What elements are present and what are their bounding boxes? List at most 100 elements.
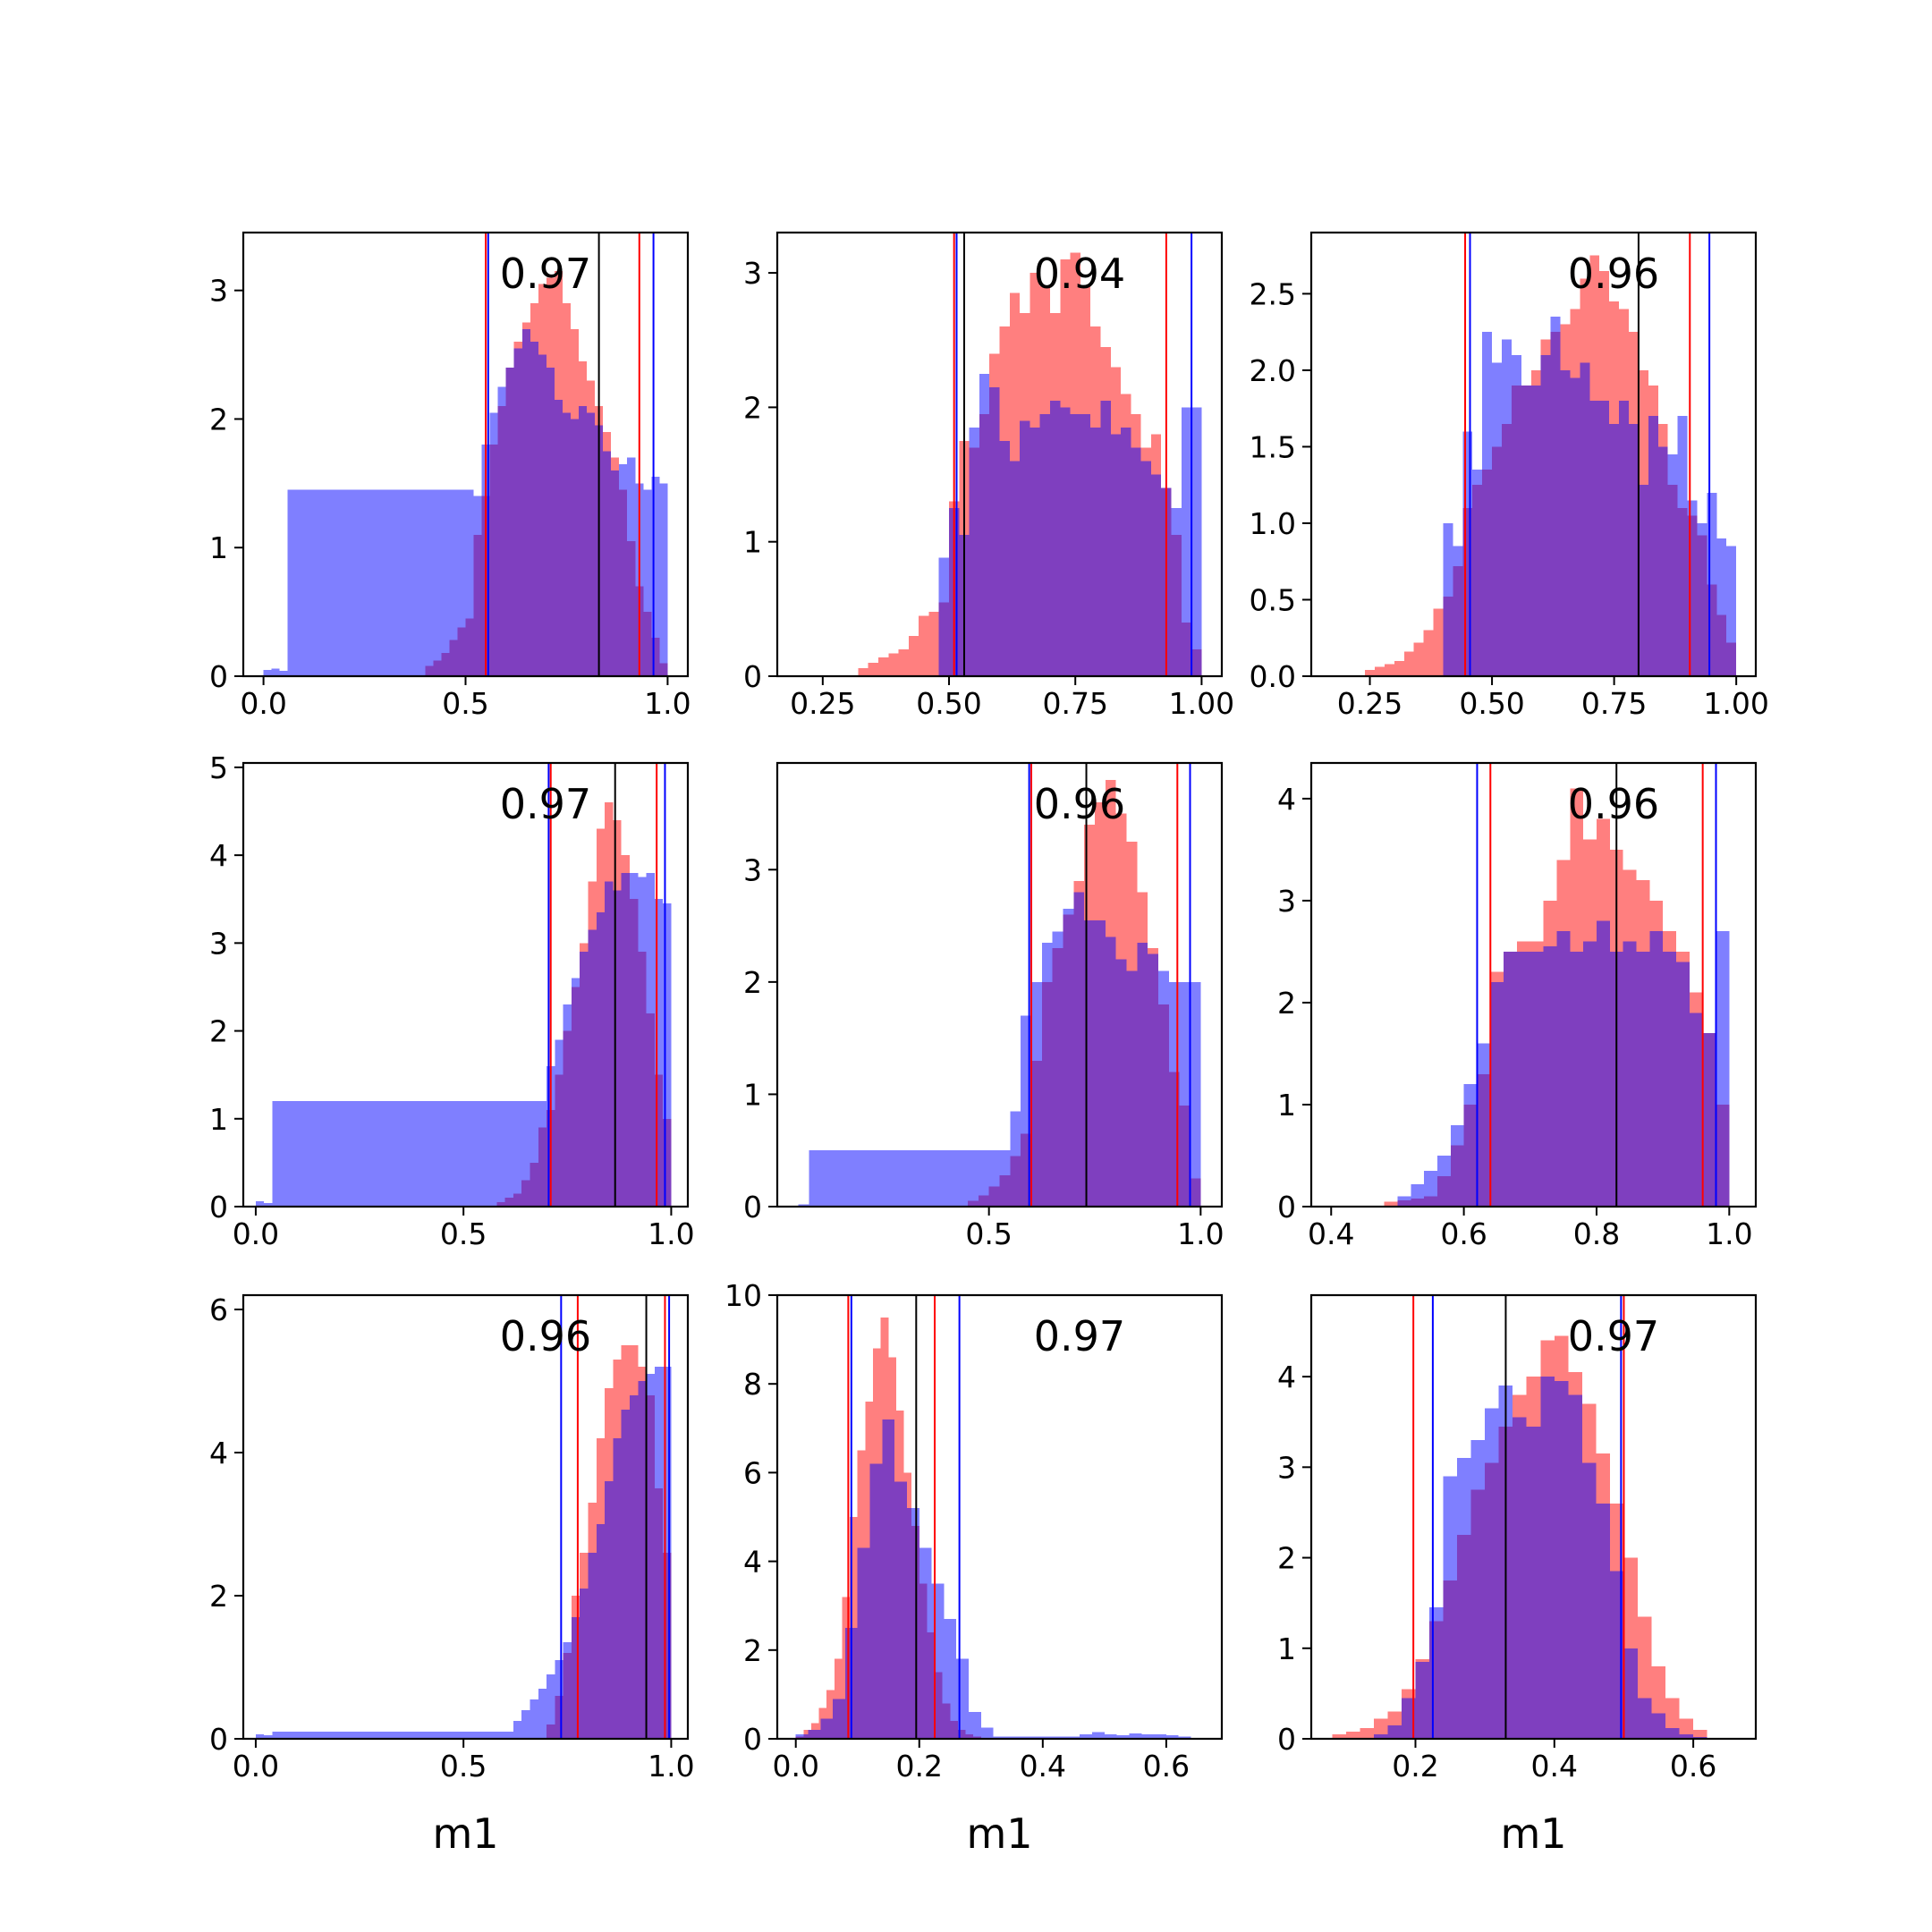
histogram-bar-blue <box>808 1730 821 1739</box>
axes-frame <box>775 761 1224 1208</box>
x-tick-label: 0.6 <box>1440 1216 1487 1251</box>
histogram-bar-blue <box>563 1004 572 1207</box>
histogram-bar-blue <box>1457 1458 1471 1739</box>
plot-area <box>255 1295 672 1739</box>
histogram-bar-red <box>826 1690 835 1739</box>
histogram-bar-blue <box>279 671 288 676</box>
histogram-bar-blue <box>1463 1084 1478 1207</box>
histogram-bar-red <box>928 611 939 676</box>
x-tick-label: 1.0 <box>644 686 691 721</box>
x-axis-label: m1 <box>432 1809 498 1858</box>
histogram-bar-blue <box>1513 1417 1527 1739</box>
histogram-bar-blue <box>588 1553 597 1739</box>
panel-row1-col2: 0.25 0.50 0.75 1.00 0 1 2 3 0.94 <box>743 231 1234 721</box>
histogram-bar-red <box>1360 1727 1374 1739</box>
y-tick-label: 0 <box>209 1190 228 1224</box>
histogram-bar-blue <box>1485 1408 1499 1739</box>
histogram-bar-red <box>1365 670 1375 676</box>
panel-row2-col2: 0.5 1.0 0 1 2 3 0.96 <box>743 761 1224 1251</box>
histogram-bar-blue <box>1689 1013 1703 1207</box>
y-tick-label: 4 <box>1277 1360 1296 1394</box>
histogram-bar-blue <box>619 463 628 676</box>
histogram-bar-blue <box>530 342 538 676</box>
axes-frame <box>242 1293 690 1741</box>
y-tick-label: 3 <box>1277 1450 1296 1485</box>
histogram-bar-blue <box>264 1735 273 1739</box>
histogram-bar-red <box>1423 630 1434 676</box>
histogram-bar-blue <box>1599 401 1610 676</box>
histogram-bar-blue <box>473 496 482 676</box>
y-tick-label: 8 <box>743 1367 762 1402</box>
y-tick-label: 4 <box>209 1436 228 1470</box>
histogram-bar-blue <box>513 348 522 676</box>
histogram-bar-blue <box>1424 1171 1437 1207</box>
histogram-bar-blue <box>587 412 596 676</box>
x-tick-label: 1.0 <box>648 1749 694 1784</box>
histogram-bar-blue <box>546 367 555 676</box>
histogram-bar-blue <box>1502 339 1512 676</box>
histogram-bar-blue <box>1648 416 1658 676</box>
y-tick-label: 10 <box>724 1278 762 1313</box>
histogram-bar-blue <box>969 427 979 676</box>
histogram-bar-blue <box>894 1481 907 1739</box>
histogram-bar-blue <box>255 1201 265 1207</box>
histogram-bar-blue <box>287 489 474 676</box>
x-tick-label: 0.0 <box>233 1216 279 1251</box>
histogram-bar-blue <box>882 1419 895 1739</box>
panel-row1-col1: 0.0 0.5 1.0 0 1 2 3 0.97 <box>209 231 691 721</box>
histogram-bar-blue <box>579 406 588 676</box>
histogram-bar-blue <box>538 354 547 676</box>
histogram-bar-blue <box>857 1547 870 1739</box>
histogram-bar-blue <box>489 412 498 676</box>
y-tick-label: 4 <box>1277 782 1296 817</box>
histogram-bar-red <box>898 648 909 676</box>
histogram-bar-blue <box>1663 951 1676 1207</box>
y-tick-label: 3 <box>209 926 228 961</box>
histogram-bar-red <box>858 667 869 676</box>
x-tick-label: 1.0 <box>648 1216 694 1251</box>
histogram-bar-blue <box>1568 1394 1582 1739</box>
histogram-bar-blue <box>555 1660 564 1739</box>
histogram-bar-blue <box>1716 931 1730 1207</box>
y-tick-label: 3 <box>1277 884 1296 919</box>
histogram-bar-blue <box>521 328 530 676</box>
histogram-bar-blue <box>1039 413 1050 676</box>
histogram-bar-blue <box>570 419 580 676</box>
histogram-bar-blue <box>1148 953 1158 1207</box>
histogram-bar-blue <box>999 440 1010 676</box>
y-tick-label: 1.0 <box>1250 506 1296 541</box>
histogram-bar-blue <box>1492 362 1502 676</box>
histogram-bar-red <box>1384 1201 1398 1207</box>
histogram-bar-blue <box>1063 909 1074 1207</box>
histogram-bar-blue <box>663 1367 672 1739</box>
histogram-bar-blue <box>1516 951 1530 1207</box>
histogram-bar-blue <box>629 872 639 1207</box>
histogram-bar-blue <box>1443 1476 1458 1739</box>
y-tick-label: 2 <box>209 1579 228 1614</box>
histogram-bar-blue <box>1638 485 1648 676</box>
histogram-bar-blue <box>1090 427 1101 676</box>
y-tick-label: 0 <box>743 1190 762 1224</box>
histogram-bar-blue <box>1171 508 1182 676</box>
histogram-bar-blue <box>931 1583 945 1739</box>
histogram-bar-blue <box>1020 420 1030 676</box>
histogram-bar-red <box>1693 1729 1707 1739</box>
histogram-bar-blue <box>1472 470 1483 676</box>
histogram-bar-blue <box>1716 538 1727 676</box>
y-tick-label: 6 <box>209 1292 228 1327</box>
histogram-bar-blue <box>1540 354 1551 676</box>
panel-row2-col1: 0.0 0.5 1.0 0 1 2 3 4 5 0.97 <box>209 750 695 1251</box>
histogram-bar-blue <box>263 669 272 676</box>
histogram-bar-blue <box>809 1150 1011 1207</box>
y-tick-label: 2 <box>743 390 762 425</box>
histogram-bar-red <box>919 615 929 676</box>
histogram-bar-blue <box>1490 982 1504 1207</box>
histogram-bar-blue <box>571 1617 580 1739</box>
histogram-bar-red <box>1373 1718 1388 1739</box>
histogram-bar-blue <box>651 477 660 676</box>
histogram-bar-blue <box>1105 936 1116 1207</box>
y-tick-label: 2 <box>209 1014 228 1049</box>
histogram-bar-red <box>1375 666 1385 676</box>
histogram-bar-red <box>877 657 889 676</box>
y-tick-label: 0 <box>1277 1722 1296 1757</box>
